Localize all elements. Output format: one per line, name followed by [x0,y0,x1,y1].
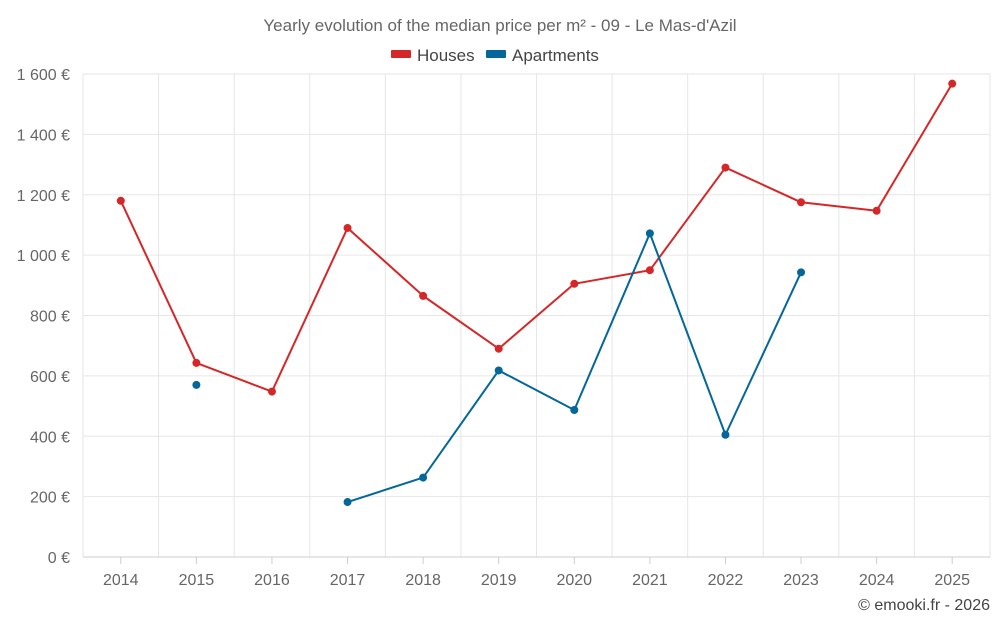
data-point-houses-2017[interactable] [343,223,352,232]
y-tick-label: 1 000 € [17,248,70,265]
y-tick-label: 1 200 € [17,188,70,205]
data-point-apartments-2020[interactable] [570,405,579,414]
x-tick-label: 2020 [556,572,592,589]
data-point-houses-2022[interactable] [721,163,730,172]
legend-item-houses[interactable]: Houses [391,46,475,65]
chart-title: Yearly evolution of the median price per… [263,16,736,35]
legend-item-apartments[interactable]: Apartments [486,46,599,65]
data-point-houses-2021[interactable] [645,266,654,275]
legend-label-houses: Houses [417,46,475,65]
data-point-apartments-2018[interactable] [419,473,428,482]
legend-swatch-houses [391,50,411,58]
legend: Houses Apartments [391,46,599,65]
data-point-apartments-2019[interactable] [494,366,503,375]
x-tick-label: 2025 [934,572,970,589]
x-tick-label: 2023 [783,572,819,589]
x-tick-label: 2022 [708,572,744,589]
data-point-apartments-2023[interactable] [797,268,806,277]
data-point-houses-2025[interactable] [948,79,957,88]
x-tick-label: 2016 [254,572,290,589]
data-point-houses-2023[interactable] [797,198,806,207]
y-tick-label: 400 € [30,429,70,446]
data-point-apartments-2022[interactable] [721,430,730,439]
legend-label-apartments: Apartments [512,46,599,65]
series [116,79,957,507]
x-tick-label: 2017 [330,572,366,589]
y-tick-label: 600 € [30,369,70,386]
series-line-apartments [347,232,802,504]
data-point-houses-2016[interactable] [267,387,276,396]
y-tick-label: 1 400 € [17,127,70,144]
data-point-apartments-2017[interactable] [343,498,352,507]
credit-text: © emooki.fr - 2026 [858,597,990,614]
x-tick-label: 2024 [859,572,895,589]
data-point-houses-2024[interactable] [872,206,881,215]
x-tick-label: 2019 [481,572,517,589]
x-tick-label: 2018 [405,572,441,589]
data-point-houses-2019[interactable] [494,344,503,353]
data-point-houses-2018[interactable] [419,291,428,300]
axes: 0 € 200 € 400 € 600 € 800 € 1 000 € 1 200 € 1 4… [17,67,990,589]
data-point-apartments-2021[interactable] [645,229,654,238]
x-tick-label: 2014 [103,572,139,589]
data-point-apartments-2015[interactable] [192,380,201,389]
data-point-houses-2020[interactable] [570,279,579,288]
y-tick-label: 200 € [30,490,70,507]
x-tick-label: 2021 [632,572,668,589]
y-tick-label: 800 € [30,309,70,326]
data-point-houses-2014[interactable] [116,196,125,205]
series-line-houses [119,83,954,393]
data-point-houses-2015[interactable] [192,358,201,367]
grid [82,73,991,557]
y-tick-label: 0 € [48,550,70,567]
y-tick-label: 1 600 € [17,67,70,84]
x-tick-label: 2015 [179,572,215,589]
legend-swatch-apartments [486,50,506,58]
